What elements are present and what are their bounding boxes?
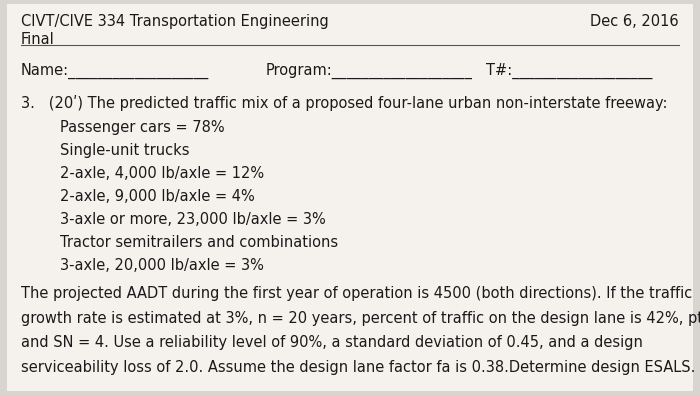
Text: CIVT/CIVE 334 Transportation Engineering: CIVT/CIVE 334 Transportation Engineering: [21, 14, 329, 29]
Text: 3.   (20ʹ) The predicted traffic mix of a proposed four-lane urban non-interstat: 3. (20ʹ) The predicted traffic mix of a …: [21, 95, 668, 111]
Text: T#:___________________: T#:___________________: [486, 63, 653, 79]
Text: The projected AADT during the first year of operation is 4500 (both directions).: The projected AADT during the first year…: [21, 286, 692, 301]
Text: Final: Final: [21, 32, 55, 47]
Text: Name:___________________: Name:___________________: [21, 63, 209, 79]
Text: Single-unit trucks: Single-unit trucks: [60, 143, 189, 158]
Text: growth rate is estimated at 3%, n = 20 years, percent of traffic on the design l: growth rate is estimated at 3%, n = 20 y…: [21, 311, 700, 326]
Text: 3-axle or more, 23,000 lb/axle = 3%: 3-axle or more, 23,000 lb/axle = 3%: [60, 212, 326, 227]
Text: Tractor semitrailers and combinations: Tractor semitrailers and combinations: [60, 235, 337, 250]
Text: Passenger cars = 78%: Passenger cars = 78%: [60, 120, 224, 135]
Text: 2-axle, 9,000 lb/axle = 4%: 2-axle, 9,000 lb/axle = 4%: [60, 189, 254, 204]
Text: and SN = 4. Use a reliability level of 90%, a standard deviation of 0.45, and a : and SN = 4. Use a reliability level of 9…: [21, 335, 643, 350]
Text: Program:___________________: Program:___________________: [266, 63, 473, 79]
Text: Dec 6, 2016: Dec 6, 2016: [590, 14, 679, 29]
Text: serviceability loss of 2.0. Assume the design lane factor fa is 0.38.Determine d: serviceability loss of 2.0. Assume the d…: [21, 360, 695, 375]
Text: 3-axle, 20,000 lb/axle = 3%: 3-axle, 20,000 lb/axle = 3%: [60, 258, 263, 273]
Text: 2-axle, 4,000 lb/axle = 12%: 2-axle, 4,000 lb/axle = 12%: [60, 166, 264, 181]
